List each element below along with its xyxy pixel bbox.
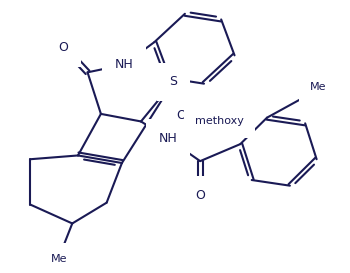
Text: O: O bbox=[176, 109, 186, 122]
Text: NH: NH bbox=[114, 58, 133, 71]
Text: Me: Me bbox=[310, 82, 327, 92]
Text: Me: Me bbox=[51, 254, 67, 265]
Text: S: S bbox=[169, 75, 177, 88]
Text: O: O bbox=[195, 189, 205, 202]
Text: methoxy: methoxy bbox=[195, 117, 244, 126]
Text: NH: NH bbox=[158, 132, 177, 145]
Text: O: O bbox=[59, 41, 69, 54]
